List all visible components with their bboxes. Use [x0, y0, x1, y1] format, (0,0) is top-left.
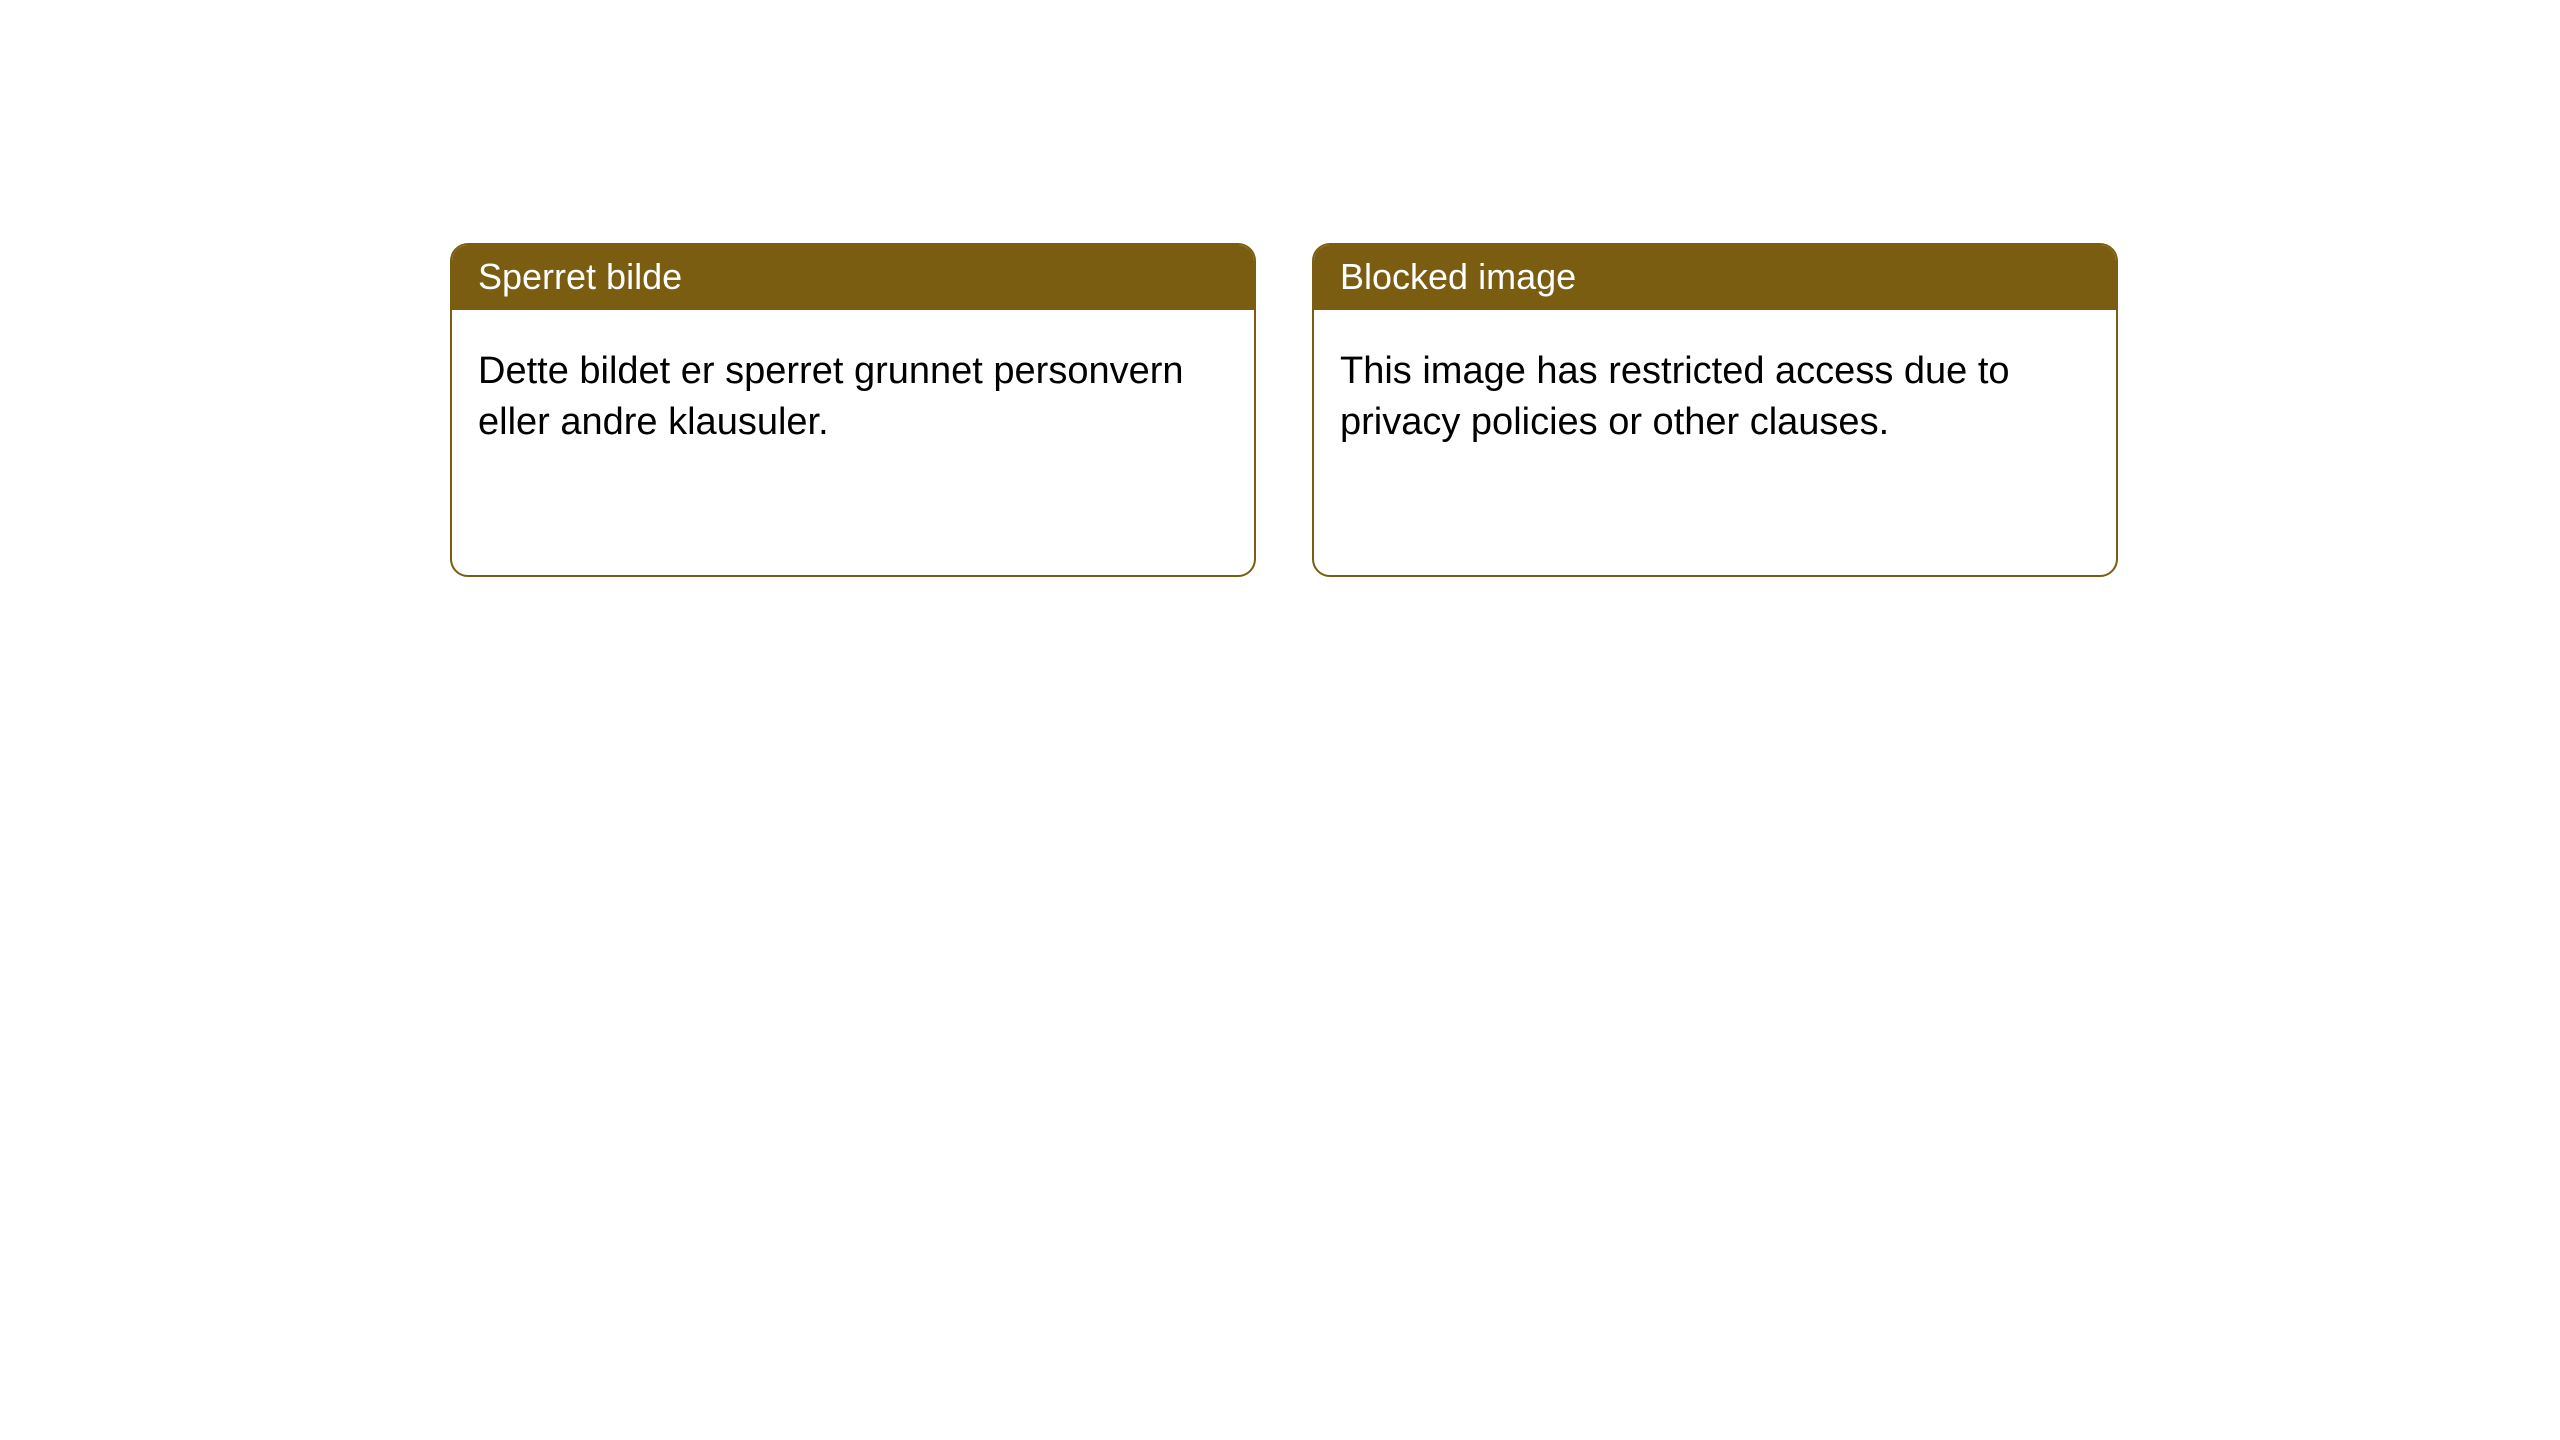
card-body: This image has restricted access due to … — [1314, 310, 2116, 475]
card-body: Dette bildet er sperret grunnet personve… — [452, 310, 1254, 475]
card-title: Sperret bilde — [478, 256, 682, 297]
card-header: Blocked image — [1314, 245, 2116, 310]
card-body-text: This image has restricted access due to … — [1340, 350, 2010, 443]
card-body-text: Dette bildet er sperret grunnet personve… — [478, 350, 1184, 443]
notice-card-english: Blocked image This image has restricted … — [1312, 243, 2118, 577]
card-header: Sperret bilde — [452, 245, 1254, 310]
notice-container: Sperret bilde Dette bildet er sperret gr… — [0, 0, 2560, 577]
notice-card-norwegian: Sperret bilde Dette bildet er sperret gr… — [450, 243, 1256, 577]
card-title: Blocked image — [1340, 256, 1576, 297]
